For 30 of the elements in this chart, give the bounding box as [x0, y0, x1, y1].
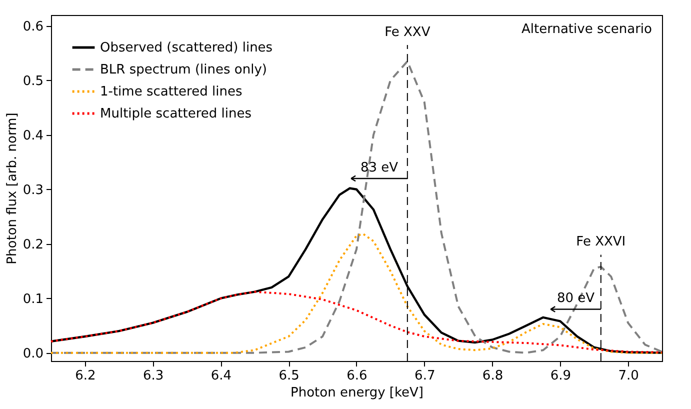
- y-tick-label: 0.0: [22, 346, 44, 362]
- x-tick-label: 6.7: [414, 368, 436, 384]
- y-tick-label: 0.1: [22, 292, 44, 307]
- legend-label: Observed (scattered) lines: [100, 40, 273, 56]
- y-tick-label: 0.5: [22, 74, 44, 89]
- annotation: Alternative scenario: [522, 22, 652, 37]
- y-axis-title: Photon flux [arb. norm]: [4, 112, 20, 264]
- line-series: [50, 60, 663, 354]
- x-tick-label: 6.6: [346, 368, 368, 384]
- x-tick-label: 6.9: [550, 368, 572, 384]
- y-tick-label: 0.4: [22, 128, 44, 144]
- annotation: Fe XXVI: [576, 234, 626, 250]
- legend-label: BLR spectrum (lines only): [100, 62, 267, 78]
- x-tick-label: 6.3: [142, 368, 164, 384]
- y-tick-label: 0.6: [22, 19, 44, 34]
- y-tick-label: 0.2: [22, 237, 44, 252]
- legend-label: 1-time scattered lines: [100, 84, 242, 100]
- x-tick-label: 6.2: [75, 368, 96, 384]
- annotation: Fe XXV: [384, 24, 430, 40]
- x-tick-label: 6.5: [278, 368, 300, 384]
- legend-label: Multiple scattered lines: [100, 106, 252, 122]
- x-tick-label: 7.0: [618, 368, 639, 384]
- annotation: 80 eV: [556, 291, 595, 306]
- y-tick-label: 0.3: [22, 182, 44, 198]
- line-series: [50, 233, 663, 354]
- x-axis-title: Photon energy [keV]: [290, 386, 424, 400]
- x-tick-label: 6.4: [210, 368, 232, 384]
- x-tick-label: 6.8: [482, 368, 504, 384]
- line-series: [50, 290, 663, 354]
- annotation: 83 eV: [360, 160, 398, 176]
